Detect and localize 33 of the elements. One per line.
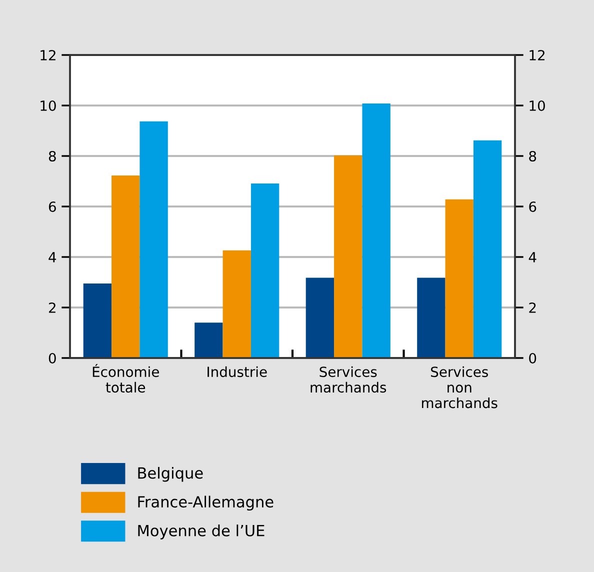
- bar: [334, 155, 362, 358]
- bar: [473, 140, 502, 358]
- y2-tick-label: 8: [529, 150, 536, 162]
- x-tick-label: Services non marchands: [422, 366, 498, 408]
- bar: [140, 121, 168, 358]
- y-tick-label: 2: [48, 302, 56, 313]
- y2-tick-label: 12: [530, 50, 544, 60]
- legend-label: France-Allemagne: [138, 496, 274, 511]
- y-tick-label: 0: [48, 352, 56, 364]
- bar: [112, 175, 140, 358]
- legend-label: Moyenne de l’UE: [138, 524, 264, 540]
- y-tick-label: 8: [48, 150, 56, 162]
- y2-tick-label: 10: [530, 100, 545, 111]
- y-tick-label: 12: [40, 50, 56, 60]
- legend-label: Belgique: [138, 466, 203, 482]
- y2-tick-label: 0: [529, 352, 536, 364]
- x-tick-label: Économie totale: [92, 364, 159, 393]
- y-tick-label: 6: [48, 201, 56, 212]
- bar: [445, 199, 474, 358]
- bar: [417, 278, 446, 358]
- x-tick-label: Industrie: [208, 366, 267, 378]
- y2-tick-label: 6: [529, 201, 536, 212]
- x-tick-label: Services marchands: [310, 366, 386, 393]
- bar: [222, 250, 251, 358]
- y-tick-label: 4: [48, 252, 56, 262]
- bar: [83, 284, 112, 358]
- y2-tick-label: 4: [528, 252, 536, 262]
- bar: [306, 278, 334, 358]
- y2-tick-label: 2: [529, 302, 536, 313]
- bar: [250, 184, 280, 358]
- y-tick-label: 10: [40, 100, 56, 111]
- bar: [362, 103, 390, 358]
- bar: [194, 322, 223, 358]
